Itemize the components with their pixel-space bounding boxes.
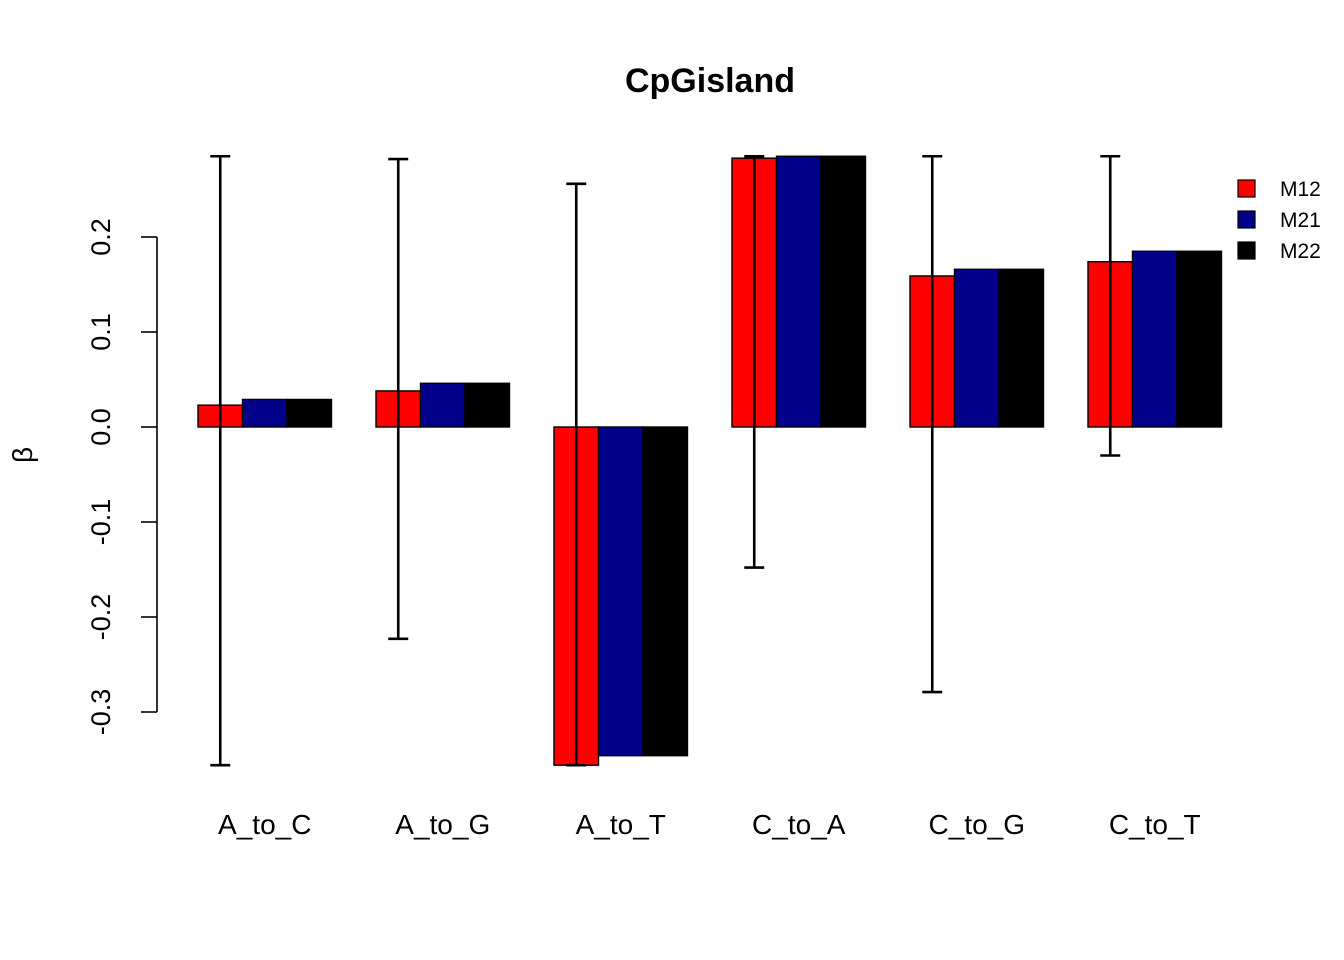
bars-group: [197, 155, 1223, 766]
x-tick-label: A_to_T: [576, 809, 666, 840]
bar-M21-A_to_G: [419, 382, 466, 428]
chart-title: CpGisland: [625, 62, 795, 100]
y-tick-label: -0.1: [86, 499, 116, 546]
y-tick-label: 0.0: [86, 408, 116, 446]
x-axis-labels: A_to_C A_to_G A_to_T C_to_A C_to_G C_to_T: [218, 809, 1201, 840]
legend-label: M12: [1280, 178, 1321, 201]
bar-M22-C_to_T: [1176, 250, 1223, 428]
error-bars-group: [210, 154, 1121, 767]
x-tick-label: A_to_G: [395, 809, 490, 840]
bar-M22-A_to_G: [464, 382, 511, 428]
y-tick-label: -0.2: [86, 594, 116, 641]
legend-swatch-M12: [1237, 179, 1256, 198]
y-tick-label: 0.1: [86, 313, 116, 351]
y-tick-label: -0.3: [86, 689, 116, 736]
bar-M21-C_to_T: [1131, 250, 1178, 428]
legend: M12 M21 M22: [1237, 178, 1321, 263]
bar-M21-A_to_C: [241, 398, 288, 428]
legend-swatch-M22: [1237, 241, 1256, 260]
bar-M22-C_to_G: [998, 268, 1045, 428]
legend-label: M21: [1280, 209, 1321, 232]
bar-M21-C_to_A: [775, 155, 822, 428]
x-tick-label: A_to_C: [218, 809, 311, 840]
bar-M21-C_to_G: [953, 268, 1000, 428]
bar-M22-A_to_T: [642, 426, 689, 757]
bar-M22-C_to_A: [820, 155, 867, 428]
x-tick-label: C_to_T: [1109, 809, 1201, 840]
legend-label: M22: [1280, 240, 1321, 263]
x-tick-label: C_to_G: [929, 809, 1026, 840]
bar-M21-A_to_T: [597, 426, 644, 757]
y-axis-label: β: [7, 447, 38, 463]
y-tick-label: 0.2: [86, 218, 116, 256]
x-tick-label: C_to_A: [752, 809, 846, 840]
legend-swatch-M21: [1237, 210, 1256, 229]
bar-M22-A_to_C: [286, 398, 333, 428]
y-axis: -0.3 -0.2 -0.1 0.0 0.1 0.2: [86, 218, 158, 736]
